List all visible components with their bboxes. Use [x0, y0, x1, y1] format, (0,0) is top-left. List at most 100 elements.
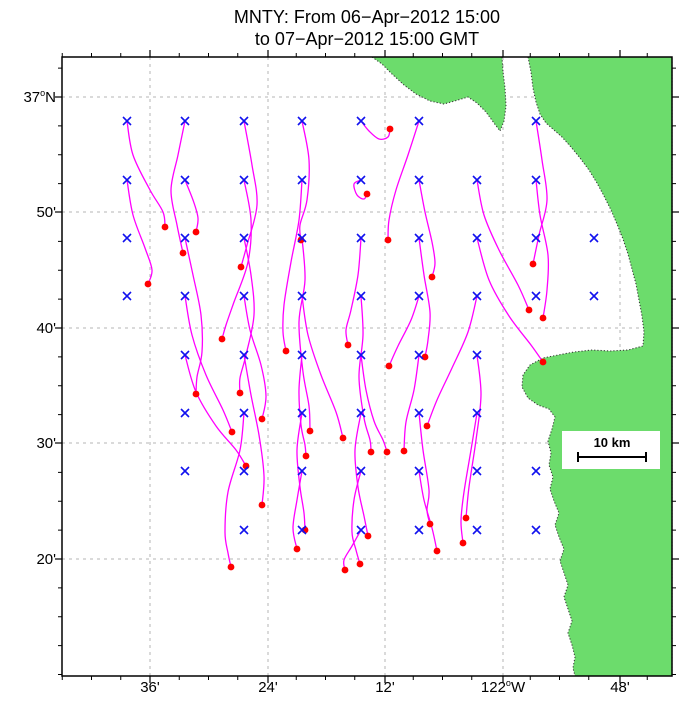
trajectory-path: [240, 120, 258, 268]
trajectory-endpoint-dot: [539, 358, 547, 366]
trajectory-path: [184, 354, 247, 467]
drifter-launch-marker: [297, 466, 307, 476]
trajectory-path: [460, 412, 478, 544]
drifter-launch-marker: [297, 116, 307, 126]
trajectory-endpoint-dot: [293, 545, 301, 553]
trajectory-path: [184, 295, 233, 433]
trajectory-endpoint-dot: [228, 428, 236, 436]
drifter-launch-marker: [297, 525, 307, 535]
trajectory-endpoint-dot: [258, 415, 266, 423]
trajectory-endpoint-dot: [525, 306, 533, 314]
drifter-launch-marker: [531, 175, 541, 185]
tick-label: 122oW: [481, 678, 526, 696]
drifter-launch-marker: [297, 291, 307, 301]
drifter-launch-marker: [297, 408, 307, 418]
drifter-launch-marker: [589, 233, 599, 243]
trajectory-endpoint-dot: [341, 566, 349, 574]
tick-label: 24': [258, 679, 278, 696]
drifter-launch-marker: [356, 408, 366, 418]
trajectory-path: [298, 237, 311, 432]
trajectory-path: [184, 179, 199, 233]
trajectory-path: [403, 354, 420, 452]
trajectory-endpoint-dot: [236, 389, 244, 397]
drifter-launch-marker: [122, 233, 132, 243]
drifter-launch-marker: [472, 525, 482, 535]
trajectory-endpoint-dot: [459, 539, 467, 547]
drifter-launch-marker: [531, 291, 541, 301]
drifter-launch-marker: [180, 116, 190, 126]
drifter-launch-marker: [122, 175, 132, 185]
drifter-launch-marker: [414, 233, 424, 243]
trajectory-path: [358, 295, 372, 453]
drifter-launch-marker: [531, 466, 541, 476]
trajectory-path: [292, 470, 303, 550]
trajectory-endpoint-dot: [344, 341, 352, 349]
trajectory-path: [476, 179, 530, 311]
trajectory-path: [354, 412, 369, 537]
drifter-launch-marker: [122, 291, 132, 301]
trajectory-endpoint-dot: [423, 422, 431, 430]
drifter-launch-marker: [589, 291, 599, 301]
scale-bar-backing: [562, 431, 660, 469]
drifter-launch-marker: [472, 350, 482, 360]
trajectory-endpoint-dot: [161, 223, 169, 231]
trajectory-path: [426, 295, 478, 427]
figure-title-line1: MNTY: From 06−Apr−2012 15:00: [234, 7, 500, 27]
trajectory-path: [418, 179, 436, 278]
drifter-launch-marker: [239, 175, 249, 185]
trajectory-endpoint-dot: [356, 560, 364, 568]
trajectory-path: [418, 470, 438, 552]
tick-label: 20': [36, 551, 56, 568]
trajectory-path: [301, 295, 344, 439]
trajectory-path: [224, 412, 245, 568]
trajectory-path: [345, 237, 362, 346]
trajectory-path: [126, 179, 153, 285]
tick-label: 50': [36, 204, 56, 221]
trajectory-path: [282, 179, 303, 352]
trajectory-endpoint-dot: [383, 448, 391, 456]
trajectory-endpoint-dot: [539, 314, 547, 322]
trajectory-endpoint-dot: [367, 448, 375, 456]
trajectory-endpoint-dot: [179, 249, 187, 257]
drifter-launch-marker: [297, 233, 307, 243]
trajectory-endpoint-dot: [192, 228, 200, 236]
drifter-launch-marker: [472, 233, 482, 243]
trajectory-path: [184, 237, 204, 395]
drifter-launch-marker: [122, 116, 132, 126]
drifter-launch-marker: [414, 466, 424, 476]
drifter-launch-marker: [180, 291, 190, 301]
trajectory-endpoint-dot: [363, 190, 371, 198]
drifter-launch-marker: [239, 408, 249, 418]
trajectory-endpoint-dot: [385, 362, 393, 370]
trajectory-path: [387, 120, 420, 241]
figure-title-line2: to 07−Apr−2012 15:00 GMT: [255, 29, 479, 49]
drifter-launch-marker: [239, 291, 249, 301]
drifter-launch-marker: [414, 291, 424, 301]
trajectory-endpoint-dot: [462, 514, 470, 522]
drifter-launch-marker: [531, 233, 541, 243]
trajectory-path: [238, 237, 255, 394]
trajectory-path: [299, 120, 310, 241]
trajectory-endpoint-dot: [237, 263, 245, 271]
drifter-launch-marker: [180, 175, 190, 185]
trajectory-path: [532, 120, 548, 265]
drifter-launch-marker: [180, 233, 190, 243]
drifter-launch-marker: [239, 466, 249, 476]
trajectory-endpoint-dot: [433, 547, 441, 555]
drifter-launch-marker: [180, 350, 190, 360]
trajectory-path: [221, 179, 252, 340]
trajectory-endpoint-dot: [364, 532, 372, 540]
drifter-launch-marker: [297, 350, 307, 360]
drifter-launch-marker: [414, 350, 424, 360]
drifter-launch-marker: [356, 466, 366, 476]
trajectory-path: [243, 354, 265, 506]
tick-label: 36': [140, 679, 160, 696]
drifter-launch-marker: [239, 116, 249, 126]
trajectory-endpoint-dot: [227, 563, 235, 571]
drifter-launch-marker: [356, 233, 366, 243]
drifter-launch-marker: [414, 116, 424, 126]
trajectory-path: [353, 179, 368, 200]
drifter-launch-marker: [414, 175, 424, 185]
